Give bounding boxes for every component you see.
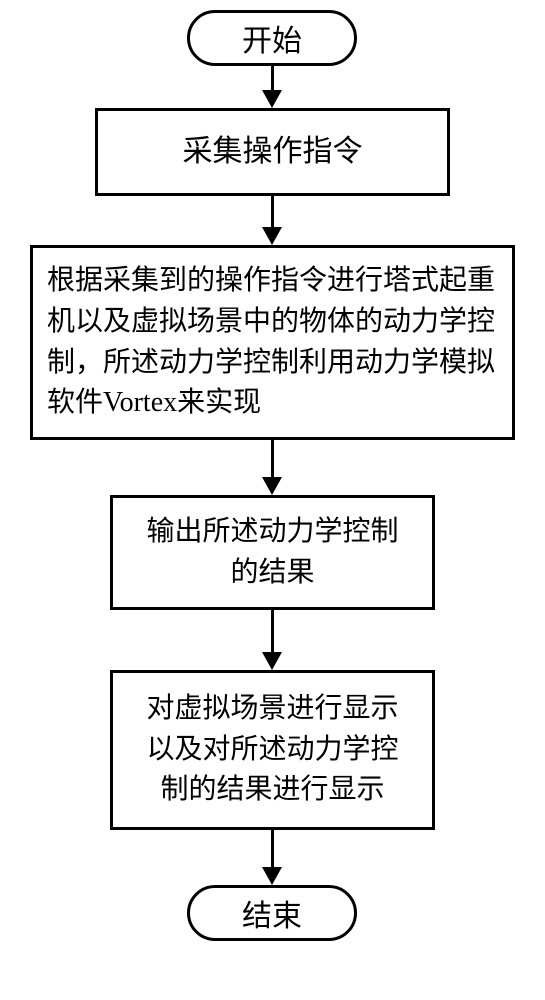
step4-label: 对虚拟场景进行显示 以及对所述动力学控 制的结果进行显示 [146,689,398,811]
terminator-start: 开始 [187,10,357,66]
step3-label: 输出所述动力学控制 的结果 [146,512,398,593]
step1-label: 采集操作指令 [183,130,363,174]
process-step1: 采集操作指令 [95,108,450,196]
process-step4: 对虚拟场景进行显示 以及对所述动力学控 制的结果进行显示 [110,670,435,830]
start-label: 开始 [242,16,302,60]
terminator-end: 结束 [187,885,357,941]
flowchart-canvas: 开始 采集操作指令 根据采集到的操作指令进行塔式起重机以及虚拟场景中的物体的动力… [0,0,545,1000]
process-step2: 根据采集到的操作指令进行塔式起重机以及虚拟场景中的物体的动力学控制，所述动力学控… [30,245,515,440]
step2-label: 根据采集到的操作指令进行塔式起重机以及虚拟场景中的物体的动力学控制，所述动力学控… [47,261,498,423]
end-label: 结束 [242,891,302,935]
process-step3: 输出所述动力学控制 的结果 [110,495,435,610]
